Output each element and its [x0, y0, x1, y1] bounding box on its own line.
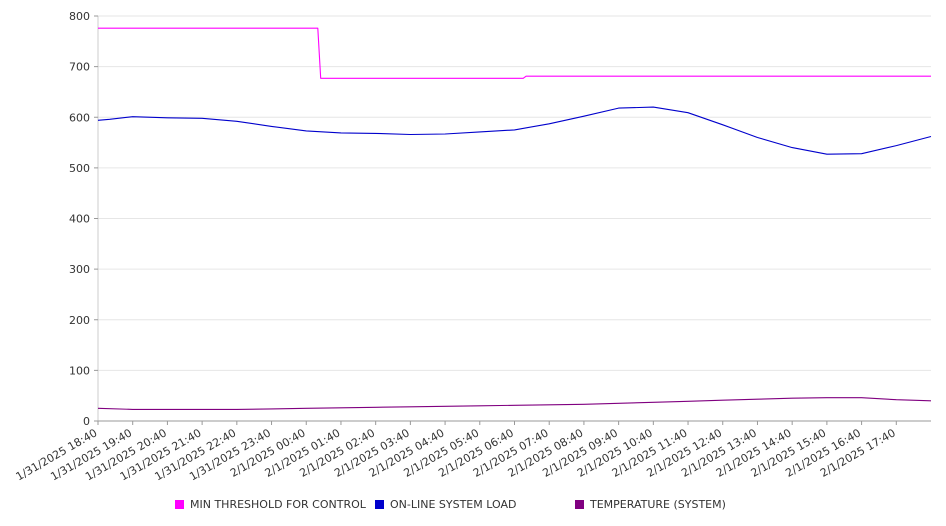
- y-tick-label: 400: [69, 213, 90, 226]
- legend-swatch: [375, 500, 384, 509]
- y-tick-label: 0: [83, 415, 90, 428]
- series-line-1: [98, 27, 931, 79]
- y-axis-ticks: 0 100 200 300 400 500 600 700 800: [69, 10, 98, 428]
- legend-item: MIN THRESHOLD FOR CONTROL: [175, 498, 366, 511]
- legend-item: ON-LINE SYSTEM LOAD: [375, 498, 516, 511]
- legend-label: MIN THRESHOLD FOR CONTROL: [190, 498, 366, 511]
- legend-swatch: [575, 500, 584, 509]
- legend-label: ON-LINE SYSTEM LOAD: [390, 498, 517, 511]
- y-tick-label: 700: [69, 61, 90, 74]
- y-tick-label: 100: [69, 364, 90, 377]
- legend-swatch: [175, 500, 184, 509]
- series-lines: [97, 27, 932, 410]
- y-tick-label: 200: [69, 314, 90, 327]
- legend: MIN THRESHOLD FOR CONTROL ON-LINE SYSTEM …: [0, 498, 946, 516]
- y-tick-label: 300: [69, 263, 90, 276]
- series-line-3: [97, 397, 932, 410]
- series-line-2: [97, 106, 932, 155]
- y-tick-label: 800: [69, 10, 90, 23]
- gridlines: [98, 15, 931, 371]
- y-tick-label: 500: [69, 162, 90, 175]
- legend-label: TEMPERATURE (SYSTEM): [590, 498, 726, 511]
- legend-item: TEMPERATURE (SYSTEM): [575, 498, 726, 511]
- x-axis-ticks: 1/31/2025 18:401/31/2025 19:401/31/2025 …: [14, 421, 898, 483]
- y-tick-label: 600: [69, 111, 90, 124]
